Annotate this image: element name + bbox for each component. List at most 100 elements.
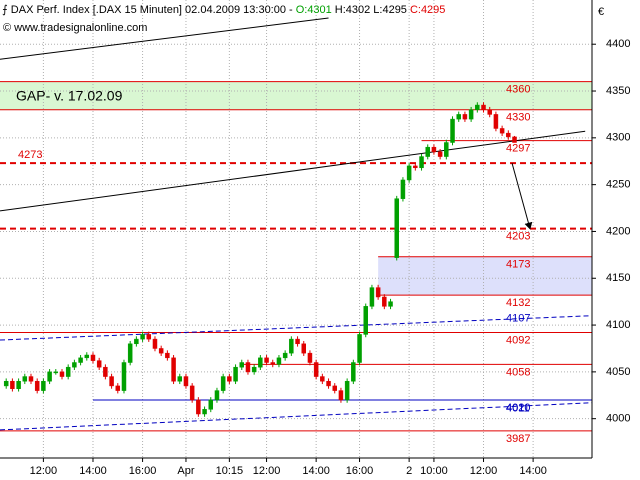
candle-body xyxy=(444,142,449,157)
candle-body xyxy=(28,376,34,382)
candle-body xyxy=(326,380,331,387)
trend-line xyxy=(0,402,593,431)
y-tick-label: 4250 xyxy=(606,179,630,191)
candle-body xyxy=(450,118,455,143)
candle-body xyxy=(369,287,375,307)
header-close: C:4295 xyxy=(410,4,445,16)
candle-body xyxy=(41,380,46,391)
candle-body xyxy=(431,146,437,153)
candle-body xyxy=(59,371,65,377)
candle-body xyxy=(34,380,40,391)
candle-body xyxy=(481,104,486,110)
header-instrument: DAX Perf. Index [.DAX 15 Minuten] 02.04.… xyxy=(11,4,293,16)
band xyxy=(0,81,592,110)
candle-body xyxy=(134,338,139,345)
candle-body xyxy=(103,366,108,377)
level-label: 4273 xyxy=(18,149,42,161)
x-tick-label: 14:00 xyxy=(79,465,107,477)
candle-body xyxy=(196,399,201,415)
candle-body xyxy=(493,114,499,129)
header-high: H:4302 xyxy=(335,4,370,16)
level-label: 4092 xyxy=(506,334,530,346)
candle-body xyxy=(313,362,319,377)
candle-body xyxy=(47,371,52,382)
candle-body xyxy=(475,104,480,110)
band xyxy=(378,256,592,296)
candle-body xyxy=(344,380,350,401)
x-tick-label: 10:00 xyxy=(420,465,448,477)
candle-body xyxy=(109,376,114,387)
level-label: 4297 xyxy=(506,143,530,155)
candle-body xyxy=(72,362,77,368)
candle-body xyxy=(487,109,492,115)
x-tick-label: 12:00 xyxy=(470,465,498,477)
x-tick-label: 2 xyxy=(406,465,412,477)
candle-body xyxy=(22,376,28,382)
copyright: © www.tradesignalonline.com xyxy=(3,22,147,34)
candle-body xyxy=(208,399,214,410)
candle-body xyxy=(394,198,399,258)
candle-body xyxy=(165,352,170,359)
candle-body xyxy=(332,385,337,391)
candle-body xyxy=(16,380,21,389)
candle-body xyxy=(270,362,276,365)
candle-body xyxy=(462,114,468,120)
trend-label: 4011 xyxy=(506,402,530,414)
candle-body xyxy=(276,357,282,365)
x-tick-label: 14:00 xyxy=(302,465,330,477)
candle-body xyxy=(375,287,381,298)
level-label: 4020 xyxy=(506,402,530,414)
candle-body xyxy=(456,114,461,120)
candle-body xyxy=(301,343,306,354)
candle-body xyxy=(140,334,145,340)
candle-body xyxy=(264,357,269,363)
chart-header: ⨍ DAX Perf. Index [.DAX 15 Minuten] 02.0… xyxy=(2,4,445,16)
trend-line xyxy=(0,17,329,60)
candle-body xyxy=(177,376,183,382)
candle-body xyxy=(220,376,226,391)
arrow xyxy=(511,162,533,230)
candle-body xyxy=(183,376,189,387)
candle-body xyxy=(289,338,294,354)
candle-body xyxy=(320,376,325,382)
candle-body xyxy=(90,354,96,361)
candle-body xyxy=(363,306,368,335)
candle-body xyxy=(419,156,424,169)
candle-body xyxy=(400,179,406,199)
candle-body xyxy=(307,352,313,363)
level-label: 3987 xyxy=(506,433,530,445)
candle-body xyxy=(227,376,232,382)
x-tick-label: 12:00 xyxy=(253,465,281,477)
level-label: 4203 xyxy=(506,231,530,243)
candle-body xyxy=(84,354,90,359)
x-tick-label: Apr xyxy=(177,465,194,477)
candle-body xyxy=(388,301,393,307)
candle-body xyxy=(282,352,288,359)
candle-body xyxy=(214,390,220,401)
header-open: O:4301 xyxy=(296,4,332,16)
y-tick-label: 4000 xyxy=(606,413,630,425)
candle-body xyxy=(146,334,152,340)
x-tick-label: 16:00 xyxy=(129,465,157,477)
y-tick-label: 4300 xyxy=(606,132,630,144)
y-tick-label: 4100 xyxy=(606,319,630,331)
candle-body xyxy=(115,385,121,391)
candle-body xyxy=(233,366,238,382)
candle-body xyxy=(239,362,245,368)
candle-body xyxy=(96,360,102,368)
candle-body xyxy=(171,357,176,382)
candle-body xyxy=(406,165,412,181)
candle-body xyxy=(425,146,430,157)
candle-body xyxy=(158,348,164,354)
y-tick-label: 4050 xyxy=(606,366,630,378)
candle-body xyxy=(189,385,195,401)
trend-line xyxy=(0,130,586,212)
level-label: 4132 xyxy=(506,297,530,309)
candle-body xyxy=(202,409,207,415)
y-tick-label: 4150 xyxy=(606,272,630,284)
x-tick-label: 14:00 xyxy=(519,465,547,477)
x-tick-label: 12:00 xyxy=(30,465,58,477)
candle-body xyxy=(65,366,71,377)
level-label: 4360 xyxy=(506,84,530,96)
